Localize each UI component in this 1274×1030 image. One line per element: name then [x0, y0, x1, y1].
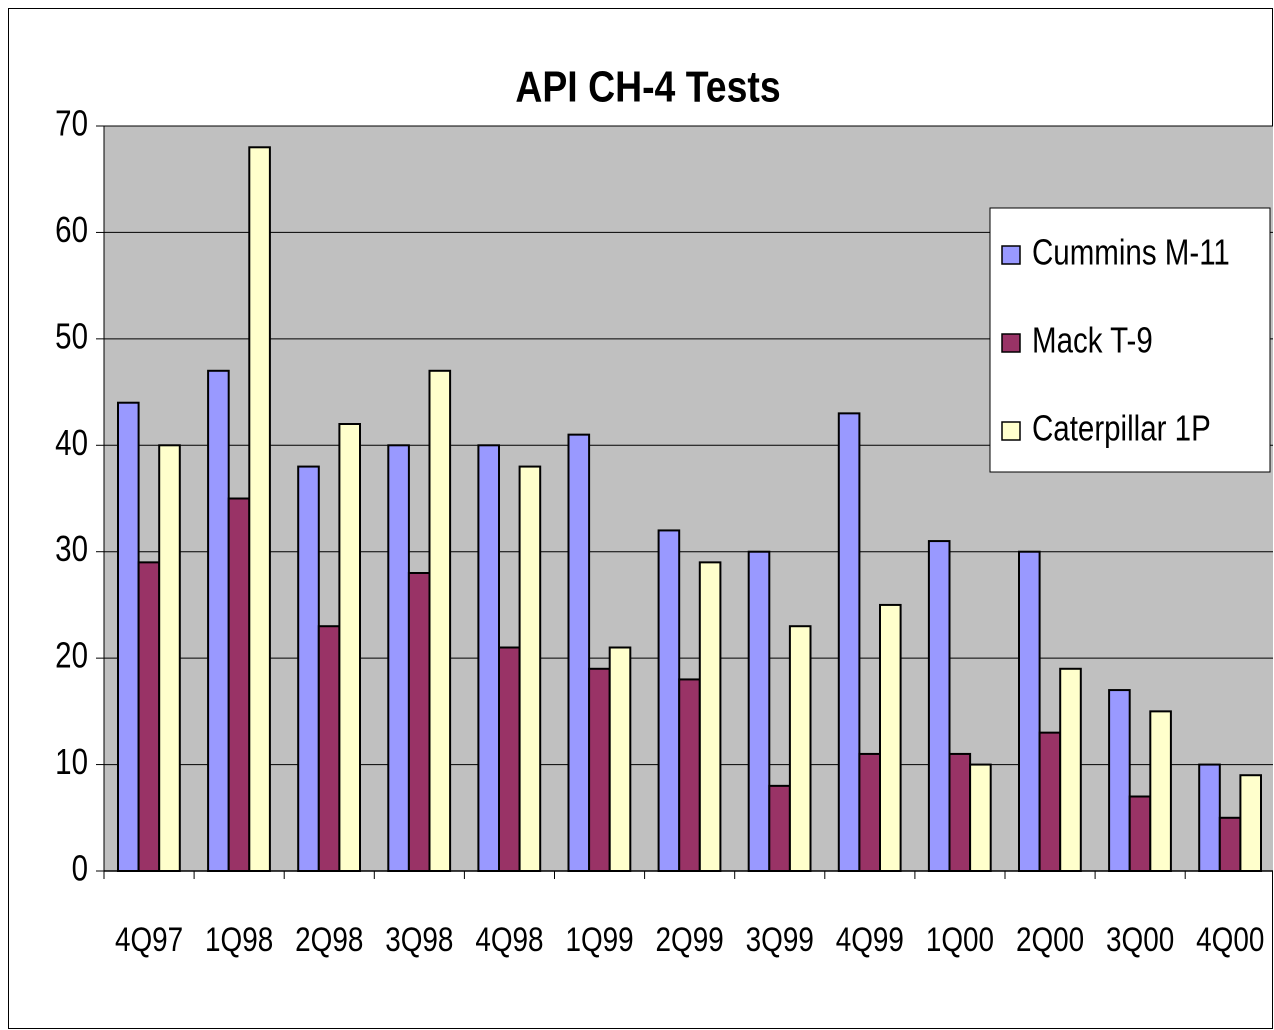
- legend-swatch: [1001, 333, 1021, 353]
- bar: [407, 572, 431, 872]
- x-tick-label: 3Q00: [1106, 920, 1174, 958]
- bar: [837, 412, 861, 872]
- bar: [768, 784, 791, 872]
- bar: [428, 369, 452, 872]
- x-tick-label: 1Q98: [205, 920, 273, 958]
- x-tick-label: 4Q97: [115, 920, 183, 958]
- legend-label: Caterpillar 1P: [1032, 408, 1211, 448]
- bar: [498, 646, 521, 872]
- legend-box: [989, 207, 1271, 473]
- bar: [879, 603, 902, 873]
- bar: [1108, 689, 1131, 872]
- x-tick-label: 1Q00: [926, 920, 994, 958]
- chart-title: API CH-4 Tests: [515, 62, 780, 112]
- bar: [297, 465, 320, 872]
- legend-swatch: [1001, 245, 1021, 265]
- bar: [1149, 710, 1172, 872]
- bar: [948, 752, 972, 873]
- x-tick-label: 2Q98: [295, 920, 363, 958]
- x-tick-label: 4Q00: [1196, 920, 1264, 958]
- bar: [747, 550, 771, 872]
- bar: [698, 561, 722, 872]
- x-tick-label: 1Q99: [565, 920, 633, 958]
- bar: [1239, 774, 1263, 873]
- x-tick-label: 2Q00: [1016, 920, 1084, 958]
- bar: [678, 678, 701, 873]
- y-tick-label: 50: [55, 316, 88, 356]
- y-tick-label: 30: [55, 528, 88, 568]
- bar: [207, 369, 230, 872]
- x-tick-label: 3Q98: [385, 920, 453, 958]
- y-tick-label: 20: [55, 635, 88, 675]
- bar: [1038, 731, 1062, 873]
- bar: [1218, 816, 1242, 872]
- legend-label: Mack T-9: [1032, 320, 1153, 360]
- x-tick-label: 3Q99: [746, 920, 814, 958]
- bar: [1128, 795, 1152, 872]
- bar: [969, 763, 992, 872]
- legend-swatch: [1001, 421, 1021, 441]
- bar: [387, 444, 410, 872]
- bar: [1198, 763, 1221, 872]
- bar: [567, 433, 591, 872]
- x-tick-label: 4Q99: [836, 920, 904, 958]
- bar: [248, 146, 271, 873]
- bar: [657, 529, 681, 873]
- bar: [158, 444, 181, 872]
- x-tick-label: 2Q99: [656, 920, 724, 958]
- y-tick-label: 0: [72, 848, 88, 888]
- bar: [338, 423, 361, 872]
- x-tick-label: 4Q98: [475, 920, 543, 958]
- bar: [927, 540, 951, 872]
- bar: [588, 667, 611, 872]
- bar: [518, 465, 542, 872]
- y-tick-label: 70: [55, 103, 88, 143]
- bar: [477, 444, 500, 872]
- bar: [117, 401, 140, 872]
- bar: [608, 646, 632, 872]
- bar: [1059, 667, 1082, 872]
- bar: [227, 497, 251, 872]
- y-tick-label: 60: [55, 209, 88, 249]
- y-tick-label: 40: [55, 422, 88, 462]
- y-tick-label: 10: [55, 741, 88, 781]
- legend-label: Cummins M-11: [1032, 232, 1230, 272]
- bar: [137, 561, 161, 872]
- bar: [788, 625, 812, 873]
- bar: [858, 752, 882, 873]
- bar: [1018, 550, 1041, 872]
- bar: [317, 625, 341, 873]
